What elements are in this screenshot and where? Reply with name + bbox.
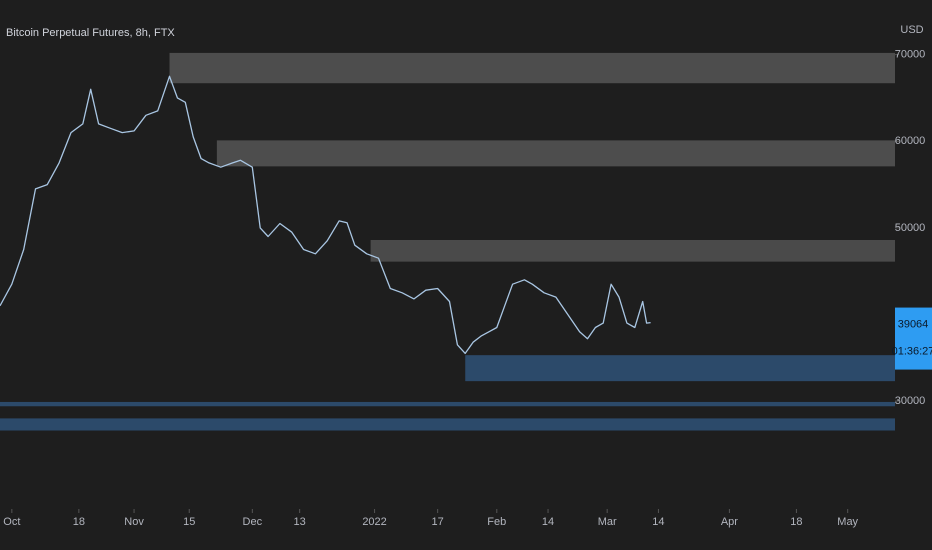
y-tick-label: 70000 <box>895 49 926 61</box>
countdown-label: 01:36:27 <box>892 345 932 357</box>
x-tick-label: May <box>837 516 858 528</box>
zone <box>0 418 895 431</box>
zone <box>216 140 895 167</box>
x-tick-label: 14 <box>542 516 554 528</box>
x-tick-label: 18 <box>790 516 802 528</box>
x-tick-label: Feb <box>487 516 506 528</box>
x-tick-label: 13 <box>294 516 306 528</box>
x-tick-label: 14 <box>652 516 664 528</box>
zone <box>370 239 896 262</box>
x-tick-label: Mar <box>598 516 617 528</box>
x-tick-label: 17 <box>432 516 444 528</box>
last-price-label: 39064 <box>898 318 929 330</box>
x-tick-label: Nov <box>124 516 144 528</box>
x-tick-label: 15 <box>183 516 195 528</box>
y-tick-label: 30000 <box>895 395 926 407</box>
currency-label: USD <box>900 24 923 36</box>
price-line <box>0 75 651 355</box>
x-tick-label: Oct <box>3 516 20 528</box>
zone <box>169 52 895 84</box>
chart-title: Bitcoin Perpetual Futures, 8h, FTX <box>6 27 175 39</box>
zone <box>0 401 895 407</box>
last-price-box <box>895 307 932 370</box>
x-tick-label: 18 <box>73 516 85 528</box>
y-tick-label: 60000 <box>895 135 926 147</box>
x-tick-label: Dec <box>243 516 263 528</box>
zone <box>465 355 895 382</box>
y-tick-label: 50000 <box>895 222 926 234</box>
x-tick-label: Apr <box>721 516 738 528</box>
x-tick-label: 2022 <box>362 516 386 528</box>
